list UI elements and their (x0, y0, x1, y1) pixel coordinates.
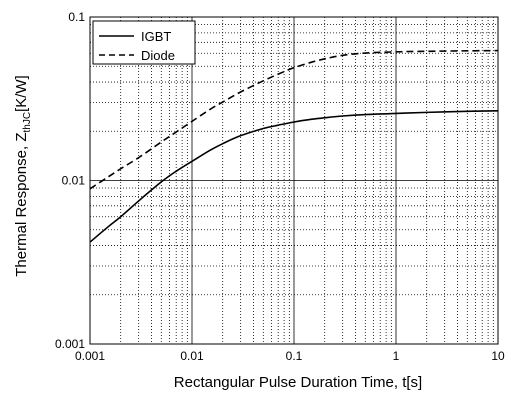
series-line-diode (89, 49, 499, 190)
x-tick-label: 10 (491, 349, 505, 363)
x-tick-labels: 0.001 0.01 0.1 1 10 (75, 349, 505, 363)
x-tick-label: 1 (393, 349, 400, 363)
legend-label-diode: Diode (141, 48, 175, 63)
y-axis-title-prefix: Thermal Response, Z (13, 133, 30, 277)
series-line-igbt (89, 109, 499, 243)
x-tick-label: 0.1 (286, 349, 303, 363)
plot-frame (89, 16, 499, 345)
x-tick-label: 0.001 (75, 349, 105, 363)
y-axis-title: Thermal Response, ZthJC[K/W] (13, 75, 33, 276)
series-layer (89, 49, 499, 243)
y-axis-title-subscript: thJC (22, 112, 33, 133)
y-tick-labels: 0.001 0.01 0.1 (55, 10, 85, 351)
x-axis-title: Rectangular Pulse Duration Time, t[s] (174, 374, 422, 391)
y-tick-label: 0.01 (62, 174, 86, 188)
y-axis-title-suffix: [K/W] (13, 75, 30, 112)
legend-box (92, 20, 196, 65)
y-tick-label: 0.1 (68, 10, 85, 24)
y-tick-label: 0.001 (55, 337, 85, 351)
x-tick-label: 0.01 (180, 349, 204, 363)
legend: IGBT Diode (92, 20, 196, 65)
legend-label-igbt: IGBT (141, 29, 171, 44)
major-grid (90, 17, 498, 344)
